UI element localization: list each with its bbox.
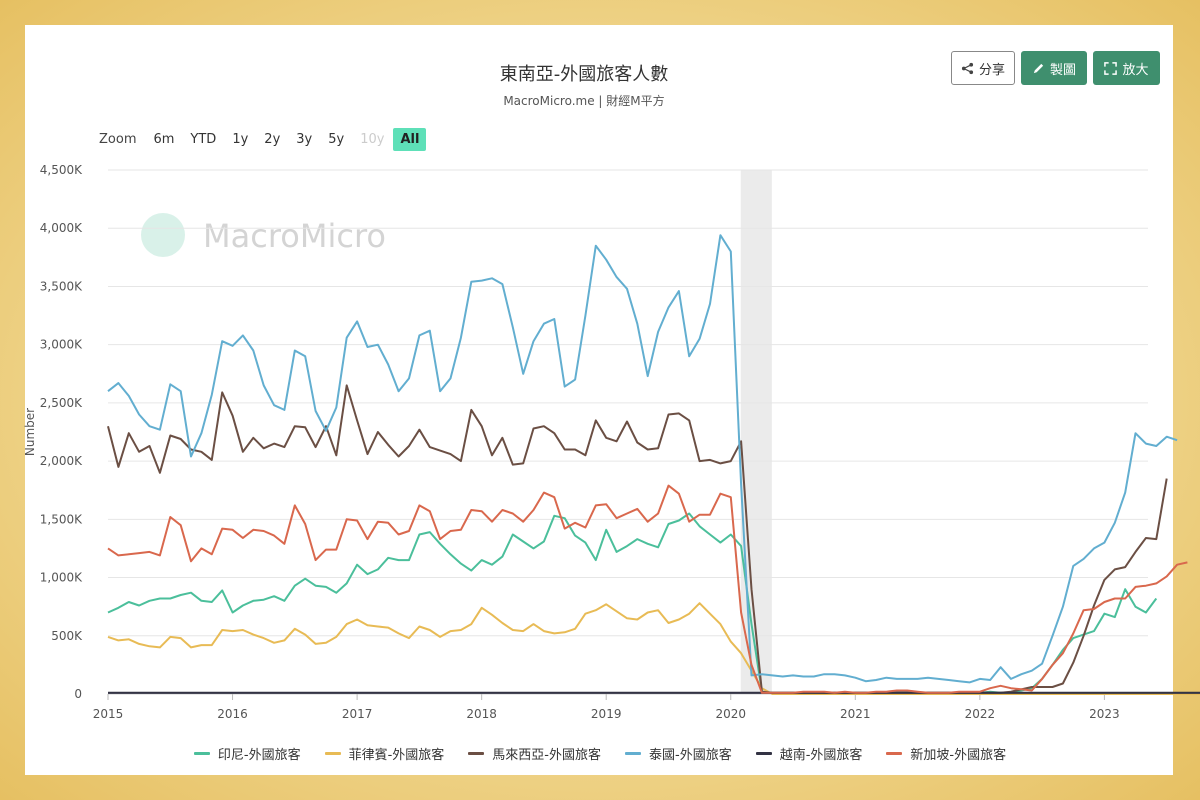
- zoom-10y-button[interactable]: 10y: [360, 131, 385, 147]
- series-line-1: [107, 602, 1200, 695]
- share-button[interactable]: 分享: [951, 51, 1015, 85]
- watermark-text: MacroMicro: [203, 217, 386, 255]
- zoom-all-button[interactable]: All: [393, 127, 427, 151]
- x-tick-label: 2023: [1089, 707, 1120, 721]
- pencil-icon: [1033, 63, 1044, 73]
- legend-item-3[interactable]: 泰國-外國旅客: [625, 744, 732, 763]
- y-tick-label: 3,500K: [40, 279, 83, 293]
- x-tick-label: 2022: [965, 707, 996, 721]
- zoom-label: Zoom: [99, 131, 137, 147]
- draw-button[interactable]: 製圖: [1021, 51, 1087, 85]
- shaded-band: [740, 170, 772, 694]
- chart-subtitle: MacroMicro.me | 財經M平方: [503, 94, 665, 108]
- x-tick-label: 2015: [93, 707, 124, 721]
- draw-label: 製圖: [1049, 62, 1076, 78]
- y-tick-label: 500K: [51, 629, 83, 643]
- legend-label: 泰國-外國旅客: [649, 747, 732, 763]
- fullscreen-icon: [1104, 61, 1118, 75]
- x-tick-label: 2019: [591, 707, 622, 721]
- y-axis-title: Number: [23, 408, 37, 456]
- share-icon: [961, 62, 974, 74]
- x-tick-label: 2017: [342, 707, 373, 721]
- legend-item-2[interactable]: 馬來西亞-外國旅客: [468, 744, 601, 763]
- legend-item-5[interactable]: 新加坡-外國旅客: [886, 744, 1006, 763]
- legend-item-0[interactable]: 印尼-外國旅客: [193, 744, 301, 763]
- legend-swatch: [755, 751, 772, 755]
- y-tick-label: 3,000K: [40, 338, 83, 352]
- zoom-1y-button[interactable]: 1y: [232, 131, 249, 147]
- x-tick-label: 2021: [840, 707, 871, 721]
- series-line-3: [107, 234, 1178, 684]
- legend-swatch: [886, 751, 903, 755]
- zoom-ytd-button[interactable]: YTD: [190, 131, 217, 147]
- legend-swatch: [324, 751, 341, 755]
- zoom-3y-button[interactable]: 3y: [296, 131, 313, 147]
- x-tick-label: 2018: [466, 707, 497, 721]
- series-line-0: [107, 512, 1158, 694]
- chart-title: 東南亞-外國旅客人數: [499, 64, 669, 85]
- x-tick-label: 2020: [715, 707, 746, 721]
- legend-label: 菲律賓-外國旅客: [348, 747, 445, 763]
- y-tick-label: 4,000K: [40, 221, 83, 235]
- legend-swatch: [625, 751, 641, 755]
- legend-swatch: [193, 751, 210, 755]
- zoom-range-selector: Zoom 6m YTD 1y 2y 3y 5y 10y All: [99, 126, 428, 152]
- y-tick-label: 2,500K: [40, 396, 83, 410]
- legend-item-4[interactable]: 越南-外國旅客: [755, 744, 863, 763]
- legend-label: 印尼-外國旅客: [217, 747, 301, 763]
- legend-swatch: [468, 751, 485, 755]
- chart-legend: 印尼-外國旅客 菲律賓-外國旅客 馬來西亞-外國旅客 泰國-外國旅客 越南-外國旅客 新加…: [0, 742, 1200, 764]
- legend-label: 馬來西亞-外國旅客: [492, 747, 601, 763]
- legend-label: 越南-外國旅客: [779, 747, 863, 763]
- y-tick-label: 4,500K: [40, 163, 83, 177]
- share-label: 分享: [978, 62, 1005, 78]
- enlarge-button[interactable]: 放大: [1093, 51, 1160, 85]
- enlarge-label: 放大: [1122, 62, 1149, 78]
- zoom-6m-button[interactable]: 6m: [153, 131, 175, 147]
- chart-card: [25, 25, 1173, 775]
- legend-item-1[interactable]: 菲律賓-外國旅客: [324, 744, 445, 763]
- y-tick-label: 1,000K: [40, 571, 83, 585]
- y-tick-label: 1,500K: [40, 512, 83, 526]
- y-tick-label: 0: [74, 687, 82, 701]
- zoom-2y-button[interactable]: 2y: [264, 131, 281, 147]
- zoom-5y-button[interactable]: 5y: [328, 131, 345, 147]
- x-tick-label: 2016: [217, 707, 248, 721]
- y-tick-label: 2,000K: [40, 454, 83, 468]
- legend-label: 新加坡-外國旅客: [910, 747, 1007, 763]
- series-line-5: [107, 484, 1188, 694]
- watermark-logo-icon: [141, 213, 185, 257]
